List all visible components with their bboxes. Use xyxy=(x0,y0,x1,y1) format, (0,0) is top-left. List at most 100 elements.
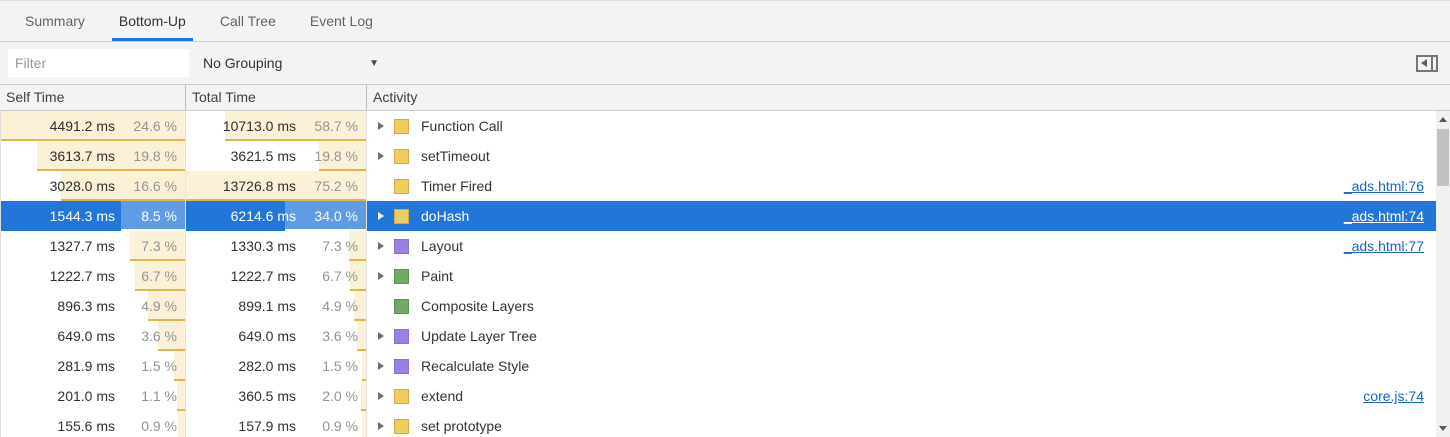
total-time-percent: 7.3 % xyxy=(322,238,358,254)
activity-cell: set prototype xyxy=(367,411,1450,437)
source-link[interactable]: core.js:74 xyxy=(1363,388,1424,404)
total-time-cell: 899.1 ms 4.9 % xyxy=(186,291,367,321)
source-link[interactable]: _ads.html:74 xyxy=(1343,208,1424,224)
total-time-value: 10713.0 ms xyxy=(222,118,296,134)
self-time-value: 1327.7 ms xyxy=(49,238,115,254)
self-time-percent: 1.5 % xyxy=(141,358,177,374)
percentage-bar xyxy=(134,261,185,291)
table-row[interactable]: 201.0 ms 1.1 % 360.5 ms 2.0 % extend core.js:… xyxy=(1,381,1450,411)
percentage-bar xyxy=(178,411,185,437)
total-time-value: 899.1 ms xyxy=(238,298,296,314)
scripting-category-icon xyxy=(394,178,409,194)
tab-label: Summary xyxy=(25,13,85,29)
activity-label: set prototype xyxy=(421,418,502,434)
total-time-percent: 19.8 % xyxy=(314,148,358,164)
activity-cell: Update Layer Tree xyxy=(367,321,1450,351)
self-time-value: 155.6 ms xyxy=(57,418,115,434)
percentage-bar xyxy=(348,231,366,261)
percentage-bar xyxy=(362,351,366,381)
total-time-value: 1222.7 ms xyxy=(230,268,296,284)
percentage-bar xyxy=(148,291,185,321)
table-row[interactable]: 3613.7 ms 19.8 % 3621.5 ms 19.8 % setTimeout xyxy=(1,141,1450,171)
tab-call-tree[interactable]: Call Tree xyxy=(213,1,283,41)
self-time-value: 1222.7 ms xyxy=(49,268,115,284)
vertical-scrollbar[interactable] xyxy=(1436,111,1450,437)
table-row[interactable]: 649.0 ms 3.6 % 649.0 ms 3.6 % Update Layer T… xyxy=(1,321,1450,351)
tab-label: Bottom-Up xyxy=(118,13,186,29)
table-row[interactable]: 3028.0 ms 16.6 % 13726.8 ms 75.2 % Timer Fir… xyxy=(1,171,1450,201)
total-time-percent: 75.2 % xyxy=(314,178,358,194)
scripting-category-icon xyxy=(394,388,409,404)
percentage-bar xyxy=(36,141,185,171)
self-time-value: 201.0 ms xyxy=(57,388,115,404)
table-row[interactable]: 1327.7 ms 7.3 % 1330.3 ms 7.3 % Layout _ads.h… xyxy=(1,231,1450,261)
percentage-bar xyxy=(130,231,185,261)
self-time-cell: 201.0 ms 1.1 % xyxy=(1,381,186,411)
percentage-bar xyxy=(361,381,366,411)
self-time-value: 649.0 ms xyxy=(57,328,115,344)
table-row[interactable]: 281.9 ms 1.5 % 282.0 ms 1.5 % Recalculate St… xyxy=(1,351,1450,381)
scripting-category-icon xyxy=(394,118,409,134)
expand-arrow-icon[interactable] xyxy=(378,122,384,130)
percentage-bar xyxy=(284,201,366,231)
percentage-bar xyxy=(225,111,366,141)
filter-input[interactable] xyxy=(8,49,189,77)
rendering-category-icon xyxy=(394,328,409,344)
show-sidebar-icon[interactable] xyxy=(1416,54,1438,72)
expand-arrow-icon[interactable] xyxy=(378,362,384,370)
percentage-bar xyxy=(173,351,185,381)
percentage-bar xyxy=(176,381,185,411)
total-time-percent: 4.9 % xyxy=(322,298,358,314)
table-row[interactable]: 4491.2 ms 24.6 % 10713.0 ms 58.7 % Function … xyxy=(1,111,1450,141)
grouping-select[interactable]: No Grouping ▼ xyxy=(195,49,387,77)
scrollbar-thumb[interactable] xyxy=(1437,129,1449,186)
table-row[interactable]: 1544.3 ms 8.5 % 6214.6 ms 34.0 % doHash _ads.… xyxy=(1,201,1450,231)
total-time-value: 1330.3 ms xyxy=(230,238,296,254)
expand-arrow-icon[interactable] xyxy=(378,392,384,400)
column-header-activity[interactable]: Activity xyxy=(373,89,418,105)
activity-label: Composite Layers xyxy=(421,298,534,314)
column-header-total-time[interactable]: Total Time xyxy=(186,85,367,110)
tab-label: Event Log xyxy=(309,13,373,29)
percentage-bar xyxy=(186,171,366,201)
expand-arrow-icon[interactable] xyxy=(378,242,384,250)
total-time-value: 157.9 ms xyxy=(238,418,296,434)
expand-arrow-icon[interactable] xyxy=(378,152,384,160)
expand-arrow-icon[interactable] xyxy=(378,332,384,340)
column-header-self-time[interactable]: Self Time xyxy=(0,85,186,110)
total-time-cell: 282.0 ms 1.5 % xyxy=(186,351,367,381)
activity-cell: doHash _ads.html:74 xyxy=(367,201,1450,231)
tab-bottom-up[interactable]: Bottom-Up xyxy=(111,1,193,41)
total-time-cell: 10713.0 ms 58.7 % xyxy=(186,111,367,141)
self-time-percent: 16.6 % xyxy=(133,178,177,194)
self-time-cell: 3613.7 ms 19.8 % xyxy=(1,141,186,171)
total-time-percent: 3.6 % xyxy=(322,328,358,344)
total-time-value: 360.5 ms xyxy=(238,388,296,404)
self-time-cell: 1544.3 ms 8.5 % xyxy=(1,201,186,231)
self-time-cell: 4491.2 ms 24.6 % xyxy=(1,111,186,141)
scroll-up-icon[interactable] xyxy=(1439,117,1447,122)
activity-label: Timer Fired xyxy=(421,178,493,194)
table-row[interactable]: 155.6 ms 0.9 % 157.9 ms 0.9 % set prototype xyxy=(1,411,1450,437)
self-time-percent: 24.6 % xyxy=(133,118,177,134)
total-time-percent: 6.7 % xyxy=(322,268,358,284)
activity-cell: extend core.js:74 xyxy=(367,381,1450,411)
source-link[interactable]: _ads.html:77 xyxy=(1343,238,1424,254)
self-time-cell: 3028.0 ms 16.6 % xyxy=(1,171,186,201)
table-row[interactable]: 1222.7 ms 6.7 % 1222.7 ms 6.7 % Paint xyxy=(1,261,1450,291)
activity-label: Paint xyxy=(421,268,453,284)
tab-summary[interactable]: Summary xyxy=(18,1,92,41)
self-time-percent: 7.3 % xyxy=(141,238,177,254)
expand-arrow-icon[interactable] xyxy=(378,212,384,220)
table-row[interactable]: 896.3 ms 4.9 % 899.1 ms 4.9 % Composite Laye… xyxy=(1,291,1450,321)
scroll-down-icon[interactable] xyxy=(1439,426,1447,431)
dropdown-arrow-icon: ▼ xyxy=(369,57,379,69)
tab-event-log[interactable]: Event Log xyxy=(303,1,380,41)
percentage-bar xyxy=(121,201,185,231)
source-link[interactable]: _ads.html:76 xyxy=(1343,178,1424,194)
expand-arrow-icon[interactable] xyxy=(378,422,384,430)
expand-arrow-icon[interactable] xyxy=(378,272,384,280)
self-time-percent: 0.9 % xyxy=(141,418,177,434)
total-time-value: 282.0 ms xyxy=(238,358,296,374)
